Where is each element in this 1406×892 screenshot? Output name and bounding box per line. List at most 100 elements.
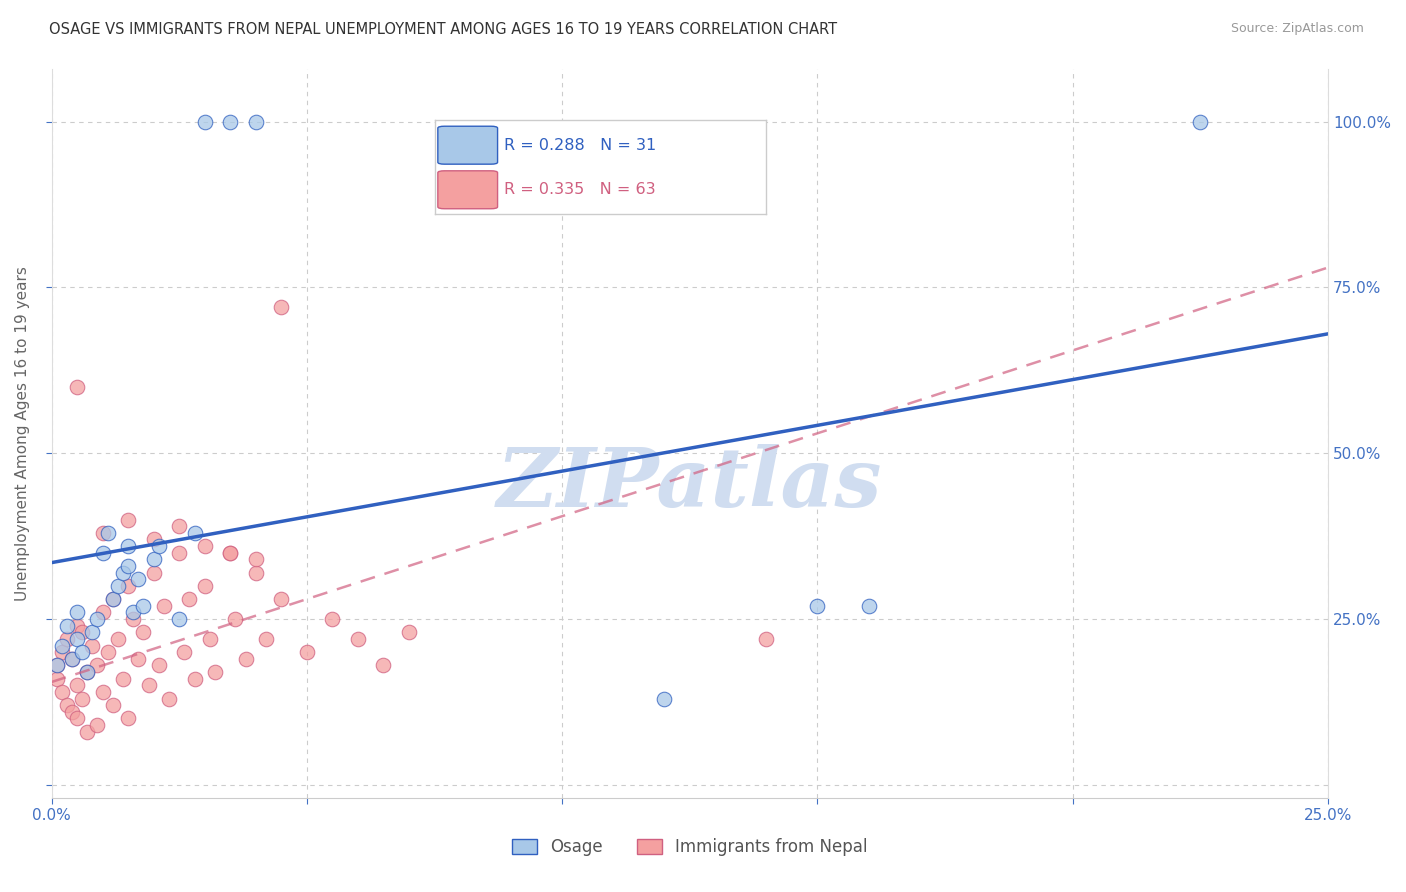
Point [295,645,318,659]
Point [142,533,165,547]
Point [245,114,267,128]
Text: R = 0.288   N = 31: R = 0.288 N = 31 [505,137,657,153]
Point [204,665,226,679]
Point [183,672,205,686]
Point [111,672,134,686]
Point [101,592,124,607]
Point [101,698,124,713]
Point [219,546,242,560]
Point [45,658,67,673]
Point [224,612,246,626]
Point [148,658,170,673]
Point [347,632,370,646]
Point [76,665,98,679]
Point [122,606,145,620]
Point [66,380,89,394]
Point [51,685,73,699]
Point [858,599,880,613]
Point [398,625,420,640]
Point [107,579,129,593]
Point [652,691,675,706]
Point [45,672,67,686]
Point [132,599,155,613]
Point [70,645,93,659]
Point [91,606,114,620]
Point [254,632,277,646]
Point [148,539,170,553]
Point [153,599,176,613]
Point [157,691,180,706]
Point [66,678,89,692]
Point [56,698,79,713]
Point [86,718,108,732]
Point [91,525,114,540]
FancyBboxPatch shape [437,127,498,164]
Point [86,658,108,673]
Point [45,658,67,673]
Point [132,625,155,640]
Point [70,625,93,640]
Point [173,645,195,659]
Point [111,566,134,580]
FancyBboxPatch shape [437,170,498,209]
Point [60,705,83,719]
Point [270,592,292,607]
Point [219,546,242,560]
Point [127,572,149,586]
Point [183,525,205,540]
Point [270,300,292,314]
Point [117,579,139,593]
Point [86,612,108,626]
Point [142,566,165,580]
Point [117,539,139,553]
Point [56,618,79,632]
Y-axis label: Unemployment Among Ages 16 to 19 years: Unemployment Among Ages 16 to 19 years [15,266,30,600]
Point [70,691,93,706]
Point [117,512,139,526]
Text: Source: ZipAtlas.com: Source: ZipAtlas.com [1230,22,1364,36]
Point [235,652,257,666]
Point [66,632,89,646]
Point [194,114,217,128]
Point [194,579,217,593]
Point [60,652,83,666]
Point [167,612,190,626]
Text: R = 0.335   N = 63: R = 0.335 N = 63 [505,182,655,197]
Point [82,625,104,640]
Point [179,592,201,607]
Point [107,632,129,646]
Point [97,645,120,659]
Point [66,711,89,725]
Point [51,645,73,659]
Point [138,678,160,692]
Point [245,566,267,580]
Point [122,612,145,626]
Point [167,519,190,533]
Point [321,612,343,626]
Legend: Osage, Immigrants from Nepal: Osage, Immigrants from Nepal [506,831,875,863]
Point [198,632,221,646]
Point [91,685,114,699]
Point [127,652,149,666]
Point [66,618,89,632]
Point [51,639,73,653]
Point [60,652,83,666]
Point [219,114,242,128]
Point [97,525,120,540]
Point [91,546,114,560]
Point [806,599,828,613]
Point [56,632,79,646]
Point [82,639,104,653]
Point [373,658,395,673]
Point [76,665,98,679]
Point [194,539,217,553]
Point [167,546,190,560]
Point [1189,114,1212,128]
Text: OSAGE VS IMMIGRANTS FROM NEPAL UNEMPLOYMENT AMONG AGES 16 TO 19 YEARS CORRELATIO: OSAGE VS IMMIGRANTS FROM NEPAL UNEMPLOYM… [49,22,838,37]
Point [245,552,267,566]
Point [142,552,165,566]
Point [101,592,124,607]
Point [76,724,98,739]
Point [117,558,139,573]
Point [66,606,89,620]
